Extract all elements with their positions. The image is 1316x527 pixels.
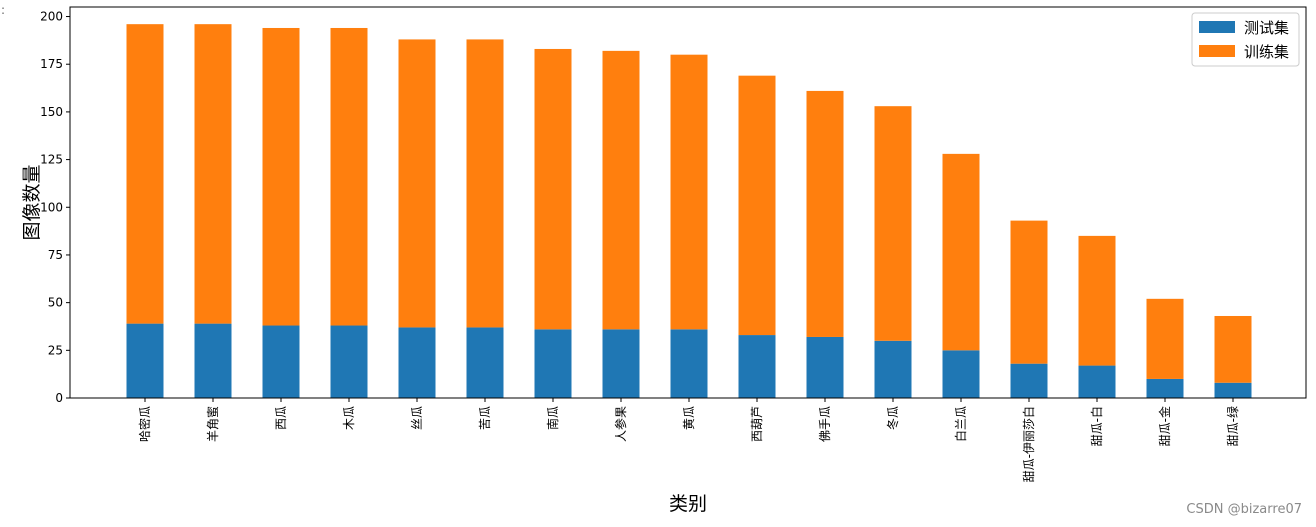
y-tick-label: 50 xyxy=(48,296,63,310)
x-tick-label: 西瓜 xyxy=(274,406,288,430)
bar-test-10 xyxy=(806,336,844,398)
x-tick-label: 西葫芦 xyxy=(750,406,764,442)
bar-test-16 xyxy=(1214,382,1252,398)
y-tick-label: 75 xyxy=(48,248,63,262)
bar-test-12 xyxy=(942,350,980,398)
bar-test-4 xyxy=(398,327,436,398)
x-tick-label: 南瓜 xyxy=(545,406,560,430)
x-axis-ticks: 哈密瓜 羊角蜜 西瓜 木瓜 丝瓜 苦瓜 南瓜 人参果 黄瓜 西葫芦 佛手瓜 冬瓜 白兰瓜 甜瓜-伊丽莎白 甜… xyxy=(137,398,1240,482)
bar-train-0 xyxy=(126,24,164,324)
x-tick-label: 甜瓜-绿 xyxy=(1225,406,1240,446)
legend-label-test: 测试集 xyxy=(1244,19,1289,37)
bar-test-13 xyxy=(1010,363,1048,398)
y-axis-title: 图像数量 xyxy=(21,164,43,240)
x-tick-label: 人参果 xyxy=(613,406,628,442)
legend-swatch-test xyxy=(1199,21,1235,33)
y-tick-label: 125 xyxy=(40,153,63,167)
bar-test-1 xyxy=(194,323,232,398)
bar-train-10 xyxy=(806,90,844,337)
x-axis-title: 类别 xyxy=(669,493,707,515)
bar-train-5 xyxy=(466,39,504,328)
legend: 测试集 训练集 xyxy=(1191,12,1300,67)
bar-train-1 xyxy=(194,24,232,324)
y-tick-label: 0 xyxy=(55,391,63,405)
bars-layer xyxy=(126,24,1252,398)
bar-test-3 xyxy=(330,325,368,398)
bar-test-15 xyxy=(1146,378,1184,398)
bar-train-8 xyxy=(670,54,708,330)
bar-train-14 xyxy=(1078,235,1116,366)
x-tick-label: 黄瓜 xyxy=(682,406,696,430)
bar-test-9 xyxy=(738,335,776,398)
bar-test-14 xyxy=(1078,365,1116,398)
x-tick-label: 羊角蜜 xyxy=(205,406,220,442)
bar-test-8 xyxy=(670,329,708,398)
corner-mark: : xyxy=(1,3,5,17)
bar-train-11 xyxy=(874,106,912,341)
legend-label-train: 训练集 xyxy=(1244,43,1289,61)
bar-train-16 xyxy=(1214,315,1252,383)
bar-train-7 xyxy=(602,50,640,330)
watermark: CSDN @bizarre07 xyxy=(1186,502,1302,517)
bar-test-7 xyxy=(602,329,640,398)
bar-train-13 xyxy=(1010,220,1048,364)
y-tick-label: 200 xyxy=(40,10,63,24)
x-tick-label: 甜瓜-白 xyxy=(1089,406,1104,446)
bar-test-2 xyxy=(262,325,300,398)
x-tick-label: 丝瓜 xyxy=(410,406,424,430)
bar-train-2 xyxy=(262,27,300,326)
bar-test-6 xyxy=(534,329,572,398)
x-tick-label: 白兰瓜 xyxy=(953,406,968,442)
bar-train-9 xyxy=(738,75,776,336)
bar-train-6 xyxy=(534,48,572,330)
bar-train-15 xyxy=(1146,298,1184,379)
legend-swatch-train xyxy=(1199,45,1235,57)
x-tick-label: 冬瓜 xyxy=(885,406,900,430)
y-axis-ticks: 0 25 50 75 100 125 150 175 200 xyxy=(40,10,70,405)
x-tick-label: 佛手瓜 xyxy=(818,406,832,442)
plot-frame xyxy=(69,6,1307,399)
x-tick-label: 甜瓜-伊丽莎白 xyxy=(1021,406,1036,482)
y-tick-label: 100 xyxy=(40,200,63,214)
x-tick-label: 哈密瓜 xyxy=(137,406,152,442)
y-tick-label: 25 xyxy=(48,343,63,357)
x-tick-label: 木瓜 xyxy=(342,406,356,430)
bar-test-11 xyxy=(874,340,912,398)
bar-train-12 xyxy=(942,153,980,351)
bar-train-3 xyxy=(330,27,368,326)
y-tick-label: 150 xyxy=(40,105,63,119)
x-tick-label: 苦瓜 xyxy=(478,406,492,430)
x-tick-label: 甜瓜-金 xyxy=(1157,406,1172,446)
y-tick-label: 175 xyxy=(40,57,63,71)
bar-test-5 xyxy=(466,327,504,398)
bar-train-4 xyxy=(398,39,436,328)
bar-test-0 xyxy=(126,323,164,398)
